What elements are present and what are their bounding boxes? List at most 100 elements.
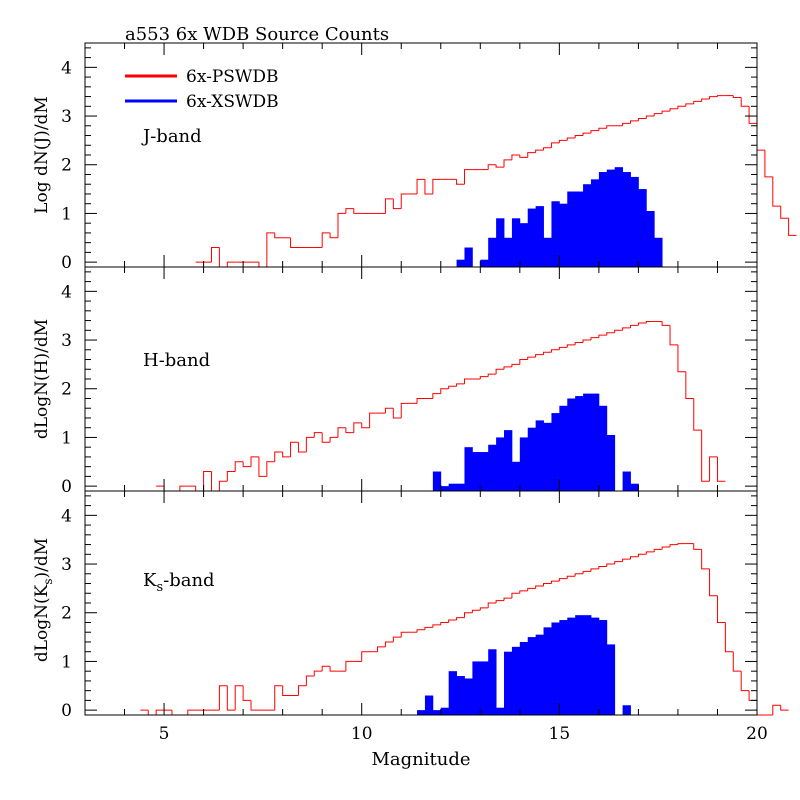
xsc-bar [559, 405, 568, 491]
xsc-bar [480, 661, 489, 715]
psc-step [440, 621, 449, 625]
psc-step [226, 261, 236, 267]
psc-step [424, 626, 433, 630]
xsc-bar [575, 191, 584, 267]
xsc-bar [598, 172, 608, 267]
psc-step [432, 393, 441, 399]
psc-step [653, 548, 663, 552]
psc-step [653, 113, 663, 117]
psc-step [574, 135, 584, 138]
psc-step [329, 436, 338, 443]
xsc-bar [432, 471, 442, 491]
psc-step [709, 568, 718, 597]
xsc-bar [583, 393, 592, 491]
psc-step [645, 321, 655, 323]
psc-step [543, 583, 552, 586]
psc-step [210, 247, 220, 263]
xsc-bar [480, 452, 489, 491]
y-tick-label: 0 [61, 701, 72, 721]
psc-step [543, 147, 552, 151]
xsc-bar [527, 637, 537, 715]
psc-step [574, 341, 584, 345]
psc-step [147, 710, 157, 716]
xsc-bar [646, 211, 655, 267]
psc-step [487, 373, 497, 377]
psc-step [266, 461, 275, 477]
xsc-bar [567, 398, 576, 491]
psc-step [471, 609, 481, 613]
band-label: H-band [143, 350, 210, 371]
psc-step [693, 543, 702, 550]
xsc-bar [630, 483, 639, 491]
psc-step [250, 456, 259, 467]
psc-step [234, 461, 244, 472]
psc-step [566, 575, 576, 579]
psc-step [685, 103, 694, 107]
psc-step [487, 602, 497, 608]
psc-step [732, 651, 742, 672]
xsc-bar [535, 634, 544, 715]
xsc-bar [543, 422, 552, 491]
xsc-bar [464, 678, 473, 715]
xsc-bar [496, 707, 505, 715]
psc-step [218, 247, 228, 268]
psc-step [384, 641, 394, 647]
psc-step [479, 607, 489, 611]
psc-step [456, 179, 465, 185]
psc-step [582, 339, 591, 343]
xsc-bar [614, 167, 623, 267]
psc-step [748, 106, 757, 124]
xsc-bar [583, 615, 592, 715]
psc-step [780, 705, 789, 711]
psc-step [313, 670, 323, 677]
psc-step [622, 558, 631, 562]
xsc-bar [551, 622, 560, 715]
psc-step [432, 178, 441, 194]
xsc-bar [598, 620, 608, 715]
psc-step [353, 208, 362, 214]
xsc-bar [440, 707, 450, 715]
y-tick-label: 2 [61, 604, 72, 624]
psc-step [582, 570, 591, 574]
psc-step [195, 486, 204, 492]
y-tick-label: 2 [61, 156, 72, 176]
psc-step [329, 232, 338, 239]
psc-step [305, 436, 315, 453]
psc-step [709, 456, 718, 482]
psc-step [203, 471, 212, 491]
y-tick-label: 4 [61, 506, 72, 526]
psc-step [163, 486, 172, 492]
psc-step [384, 407, 394, 414]
panel-frame [84, 490, 758, 716]
psc-step [535, 149, 544, 153]
xsc-bar [551, 413, 560, 491]
psc-step [614, 329, 623, 333]
xsc-bar [448, 483, 457, 491]
h-band-panel: 0 1 2 3 4 H-band dLogN(H)/dM [32, 266, 758, 497]
xsc-bar [622, 471, 631, 491]
x-tick-label: 10 [351, 724, 373, 744]
xsc-bar [519, 223, 529, 267]
psc-step [788, 218, 797, 236]
psc-step [282, 452, 291, 458]
psc-step [179, 485, 188, 491]
psc-step [274, 451, 283, 462]
psc-step [234, 685, 244, 711]
psc-step [677, 105, 686, 109]
xsc-bar [456, 676, 465, 715]
psc-step [543, 351, 552, 355]
psc-step [369, 412, 378, 428]
psc-step [392, 636, 402, 642]
xsc-bar [417, 710, 426, 715]
xsc-bar [606, 644, 616, 715]
psc-step [598, 127, 607, 131]
psc-step [242, 461, 252, 468]
xsc-bar [559, 620, 568, 715]
xsc-bar [551, 201, 560, 267]
xsc-bar [511, 461, 521, 491]
psc-step [210, 471, 220, 492]
psc-step [400, 193, 410, 209]
psc-step [558, 139, 568, 143]
psc-step [297, 685, 307, 696]
psc-step [392, 408, 402, 419]
